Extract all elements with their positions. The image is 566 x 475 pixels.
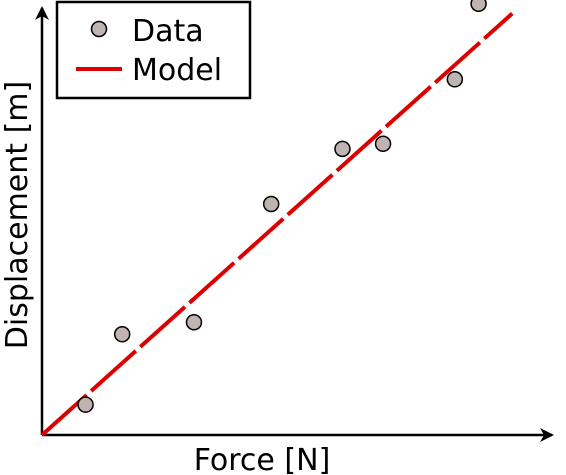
y-axis-label: Displacement [m] xyxy=(0,81,35,349)
legend-box xyxy=(55,0,252,100)
data-point xyxy=(113,325,131,343)
data-point xyxy=(446,71,464,88)
data-point xyxy=(470,0,487,12)
legend: Data Model xyxy=(55,0,252,100)
data-series xyxy=(77,0,487,413)
data-point xyxy=(77,396,94,413)
legend-data-marker xyxy=(90,20,108,38)
model-series xyxy=(40,12,514,437)
data-point xyxy=(185,314,203,331)
data-point xyxy=(374,135,392,153)
data-point xyxy=(334,140,351,158)
legend-data-label: Data xyxy=(132,14,204,49)
x-axis-label: Force [N] xyxy=(194,443,331,475)
data-point xyxy=(262,195,280,213)
legend-model-label: Model xyxy=(132,53,222,88)
model-line xyxy=(40,12,514,437)
